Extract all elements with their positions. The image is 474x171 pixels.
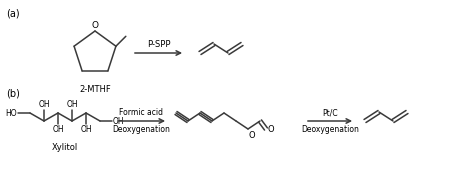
Text: OH: OH xyxy=(66,100,78,109)
Text: OH: OH xyxy=(113,116,125,126)
Text: Formic acid: Formic acid xyxy=(119,108,164,117)
Text: HO: HO xyxy=(5,109,17,117)
Text: O: O xyxy=(91,21,99,30)
Text: O: O xyxy=(249,131,255,140)
Text: Xylitol: Xylitol xyxy=(52,143,78,152)
Text: Deoxygenation: Deoxygenation xyxy=(112,125,171,134)
Text: (a): (a) xyxy=(6,9,19,19)
Text: OH: OH xyxy=(52,125,64,134)
Text: (b): (b) xyxy=(6,89,20,99)
Text: O: O xyxy=(268,124,274,134)
Text: 2-MTHF: 2-MTHF xyxy=(79,85,111,94)
Text: OH: OH xyxy=(38,100,50,109)
Text: P-SPP: P-SPP xyxy=(147,40,170,49)
Text: OH: OH xyxy=(80,125,92,134)
Text: Deoxygenation: Deoxygenation xyxy=(301,125,359,134)
Text: Pt/C: Pt/C xyxy=(322,108,338,117)
